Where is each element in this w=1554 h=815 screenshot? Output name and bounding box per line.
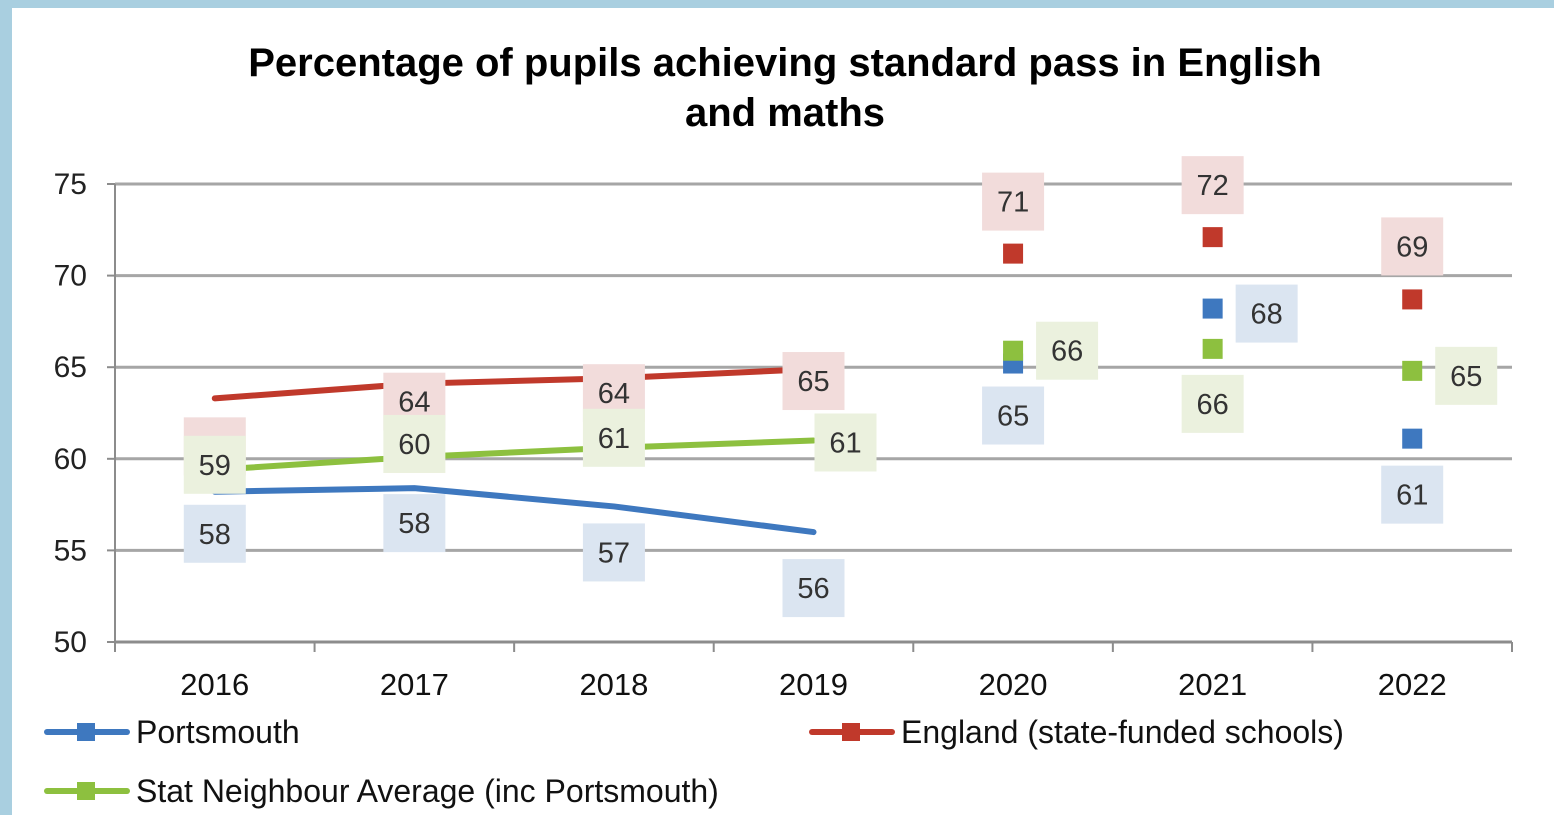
y-tick-label-70: 70 — [54, 260, 87, 293]
legend-swatch-england — [805, 712, 899, 752]
data-label-england-state-funded-schools-2020: 71 — [997, 187, 1029, 219]
data-label-stat-neighbour-average-inc-portsmouth-2020: 66 — [1051, 336, 1083, 368]
x-tick-label-2020: 2020 — [979, 667, 1048, 702]
data-label-bg-stat-neighbour-average-inc-portsmouth-2017 — [383, 414, 446, 473]
data-label-bg-portsmouth-2016 — [183, 504, 246, 563]
x-tick-label-2022: 2022 — [1378, 667, 1447, 702]
series-line-england-state-funded-schools — [211, 366, 817, 402]
data-label-bg-england-state-funded-schools-2021 — [1181, 156, 1244, 215]
series-line-portsmouth — [211, 485, 817, 536]
legend-marker-england — [842, 723, 860, 741]
x-tick-label-2019: 2019 — [779, 667, 848, 702]
data-label-bg-england-state-funded-schools-2022 — [1381, 217, 1444, 276]
x-tick-label-2017: 2017 — [380, 667, 449, 702]
data-label-england-state-funded-schools-2021: 72 — [1197, 170, 1229, 202]
chart-panel — [12, 8, 1554, 815]
x-tick-label-2016: 2016 — [180, 667, 249, 702]
data-label-portsmouth-2016: 58 — [199, 519, 231, 551]
data-label-bg-stat-neighbour-average-inc-portsmouth-2016 — [183, 435, 246, 494]
data-label-stat-neighbour-average-inc-portsmouth-2018: 61 — [598, 423, 630, 455]
data-label-bg-stat-neighbour-average-inc-portsmouth-2019 — [814, 413, 877, 472]
data-label-portsmouth-2017: 58 — [398, 508, 430, 540]
data-label-bg-stat-neighbour-average-inc-portsmouth-2021 — [1181, 374, 1244, 433]
series-markers — [1003, 227, 1423, 449]
data-label-bg-portsmouth-2021 — [1235, 284, 1298, 343]
chart-title-line-2: and maths — [684, 91, 886, 135]
data-label-stat-neighbour-average-inc-portsmouth-2017: 60 — [398, 429, 430, 461]
data-label-stat-neighbour-average-inc-portsmouth-2021: 66 — [1197, 389, 1229, 421]
legend-marker-portsmouth — [77, 723, 95, 741]
data-label-bg-portsmouth-2020 — [982, 386, 1045, 445]
data-label-bg-portsmouth-2018 — [582, 523, 645, 582]
data-label-england-state-funded-schools-2017: 64 — [398, 387, 430, 419]
data-label-bg-stat-neighbour-average-inc-portsmouth-2022 — [1435, 346, 1498, 405]
chart-title-line-1: Percentage of pupils achieving standard … — [248, 41, 1322, 85]
y-tick-label-60: 60 — [54, 443, 87, 476]
legend-label-portsmouth: Portsmouth — [136, 713, 300, 750]
data-label-portsmouth-2022: 61 — [1396, 480, 1428, 512]
data-label-bg-england-state-funded-schools-2020 — [982, 172, 1045, 231]
marker-stat-neighbour-average-inc-portsmouth-2020 — [1003, 340, 1024, 361]
data-label-stat-neighbour-average-inc-portsmouth-2022: 65 — [1450, 361, 1482, 393]
legend-swatch-portsmouth — [40, 712, 134, 752]
data-label-bg-portsmouth-2022 — [1381, 465, 1444, 524]
data-label-portsmouth-2018: 57 — [598, 537, 630, 569]
x-tick-label-2021: 2021 — [1178, 667, 1247, 702]
data-label-bg-england-state-funded-schools-2019 — [782, 352, 845, 411]
series-line-stat-neighbour-average-inc-portsmouth — [211, 437, 817, 473]
chart-title: Percentage of pupils achieving standard … — [0, 38, 1554, 138]
data-label-england-state-funded-schools-2019: 65 — [797, 366, 829, 398]
y-tick-label-75: 75 — [54, 168, 87, 201]
marker-portsmouth-2021 — [1202, 298, 1223, 319]
data-label-portsmouth-2020: 65 — [997, 401, 1029, 433]
legend-swatch-stat-neighbour — [40, 771, 134, 811]
data-label-bg-stat-neighbour-average-inc-portsmouth-2020 — [1036, 321, 1099, 380]
legend-item-portsmouth[interactable]: Portsmouth — [40, 712, 300, 752]
data-label-stat-neighbour-average-inc-portsmouth-2019: 61 — [829, 427, 861, 459]
legend-label-stat-neighbour: Stat Neighbour Average (inc Portsmouth) — [136, 772, 719, 809]
legend-item-england[interactable]: England (state-funded schools) — [805, 712, 1344, 752]
data-label-stat-neighbour-average-inc-portsmouth-2016: 59 — [199, 450, 231, 482]
data-label-bg-portsmouth-2019 — [782, 559, 845, 618]
legend-marker-stat-neighbour — [77, 782, 95, 800]
marker-stat-neighbour-average-inc-portsmouth-2022 — [1402, 360, 1423, 381]
data-label-bg-stat-neighbour-average-inc-portsmouth-2018 — [582, 408, 645, 467]
data-label-england-state-funded-schools-2018: 64 — [598, 378, 630, 410]
marker-stat-neighbour-average-inc-portsmouth-2021 — [1202, 338, 1223, 359]
axes: 50 55 60 65 70 75 2016 2017 2018 2019 2020 2021 2022 — [54, 168, 1513, 702]
x-tick-label-2018: 2018 — [579, 667, 648, 702]
data-label-bg-portsmouth-2017 — [383, 494, 446, 553]
y-tick-label-50: 50 — [54, 626, 87, 659]
series-lines — [211, 366, 817, 536]
legend-label-england: England (state-funded schools) — [901, 713, 1344, 750]
y-tick-label-65: 65 — [54, 351, 87, 384]
marker-england-state-funded-schools-2020 — [1003, 243, 1024, 264]
data-label-portsmouth-2019: 56 — [797, 573, 829, 605]
legend-item-stat-neighbour[interactable]: Stat Neighbour Average (inc Portsmouth) — [40, 771, 719, 811]
data-label-portsmouth-2021: 68 — [1251, 299, 1283, 331]
marker-england-state-funded-schools-2021 — [1202, 227, 1223, 248]
data-labels: 5858575665686163646465717269596061616666… — [183, 156, 1498, 618]
marker-portsmouth-2022 — [1402, 428, 1423, 449]
data-label-england-state-funded-schools-2022: 69 — [1396, 231, 1428, 263]
marker-england-state-funded-schools-2022 — [1402, 289, 1423, 310]
y-tick-label-55: 55 — [54, 534, 87, 567]
